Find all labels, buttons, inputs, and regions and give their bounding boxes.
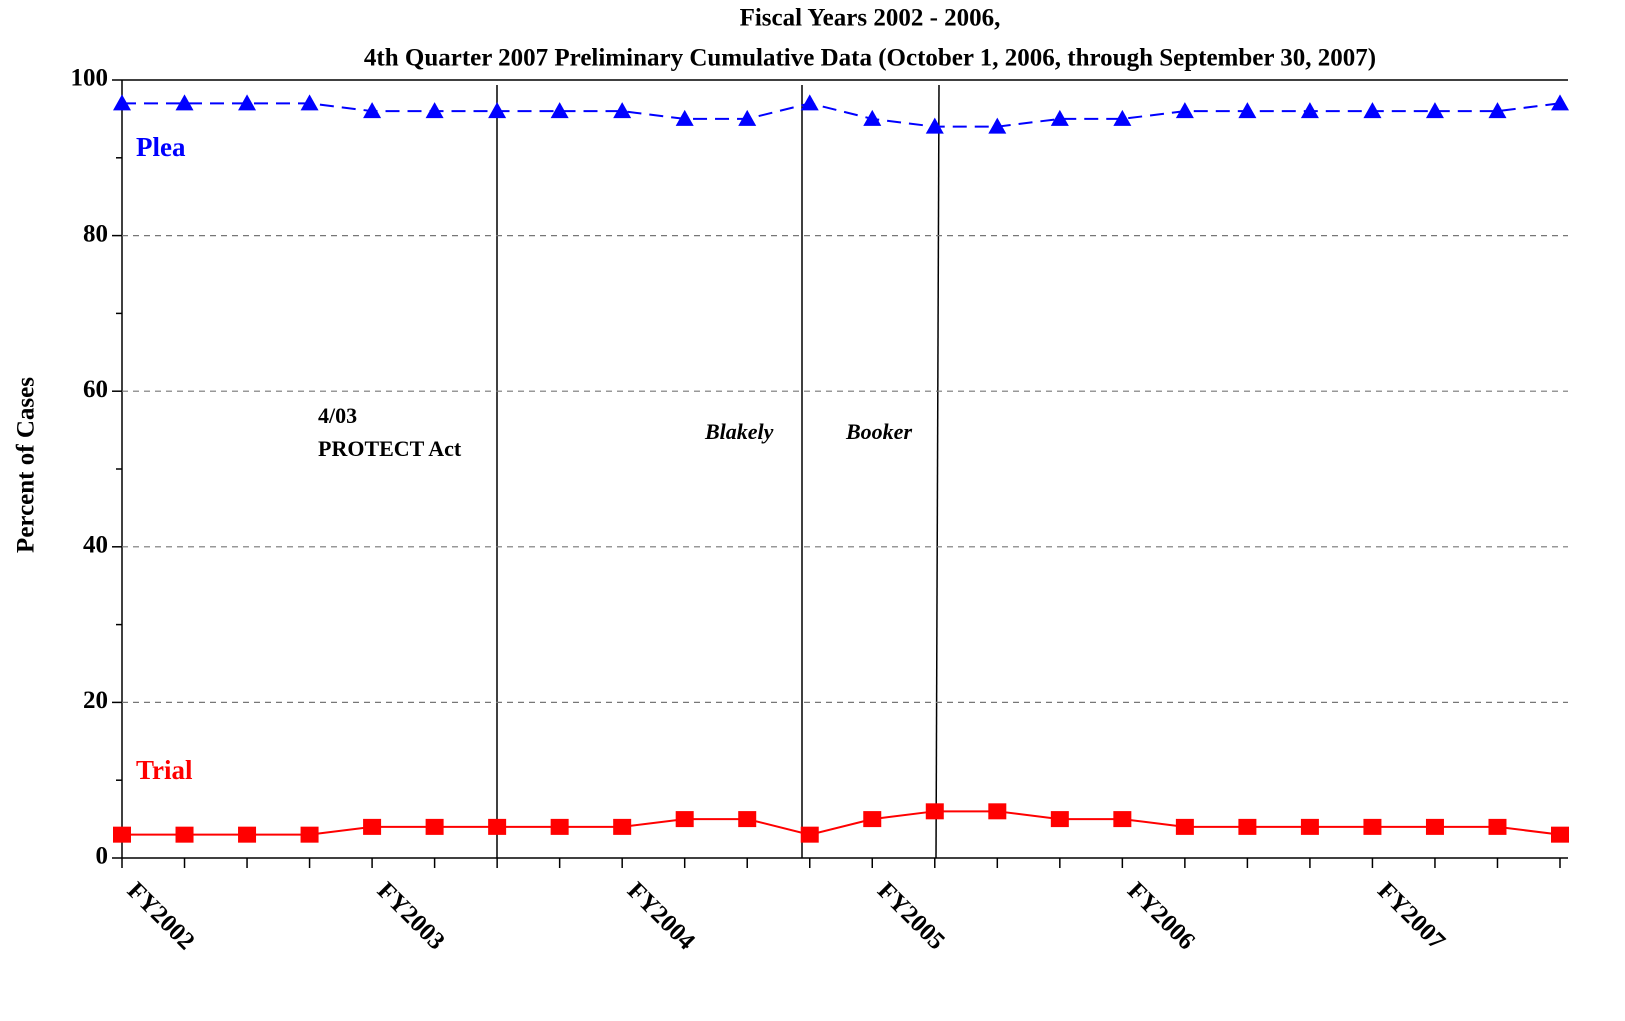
marker <box>800 826 819 843</box>
marker <box>738 811 757 828</box>
marker <box>1363 102 1382 119</box>
annotation: Blakely <box>704 419 774 444</box>
annotation: 4/03 <box>318 403 357 428</box>
marker <box>988 117 1007 134</box>
marker <box>1175 818 1194 835</box>
marker <box>300 94 319 111</box>
y-tick-label: 80 <box>83 220 108 247</box>
marker <box>613 102 632 119</box>
marker <box>1551 94 1569 111</box>
marker <box>1425 102 1444 119</box>
series-line <box>122 102 1561 128</box>
marker <box>1238 102 1257 119</box>
x-tick-label: FY2004 <box>622 877 700 955</box>
x-tick-label: FY2007 <box>1372 877 1450 955</box>
chart-title: Fiscal Years 2002 - 2006, <box>740 5 1001 32</box>
marker <box>925 803 944 820</box>
marker <box>113 826 131 843</box>
x-tick-label: FY2002 <box>122 877 200 955</box>
marker <box>425 102 444 119</box>
marker <box>1050 811 1069 828</box>
event-line <box>935 84 940 859</box>
series-line <box>122 810 1561 836</box>
y-tick-label: 20 <box>83 687 108 714</box>
marker <box>1050 109 1069 126</box>
marker <box>863 109 882 126</box>
x-tick-label: FY2006 <box>1122 877 1200 955</box>
marker <box>175 826 194 843</box>
marker <box>613 818 632 835</box>
marker <box>488 818 507 835</box>
marker <box>488 102 507 119</box>
marker <box>925 117 944 134</box>
y-tick-label: 100 <box>71 65 109 92</box>
marker <box>1488 818 1507 835</box>
marker <box>1488 102 1507 119</box>
marker <box>800 94 819 111</box>
y-axis-label: Percent of Cases <box>13 377 40 553</box>
marker <box>363 818 382 835</box>
marker <box>1113 109 1132 126</box>
marker <box>1425 818 1444 835</box>
marker <box>1300 818 1319 835</box>
marker <box>238 94 257 111</box>
y-tick-label: 60 <box>83 376 108 403</box>
annotation: Booker <box>845 419 912 444</box>
marker <box>675 811 694 828</box>
marker <box>1175 102 1194 119</box>
marker <box>238 826 257 843</box>
marker <box>1113 811 1132 828</box>
marker <box>425 818 444 835</box>
y-tick-label: 0 <box>96 843 109 870</box>
marker <box>738 109 757 126</box>
x-tick-label: FY2003 <box>372 877 450 955</box>
marker <box>1238 818 1257 835</box>
y-tick-label: 40 <box>83 532 108 559</box>
series-label: Trial <box>136 755 193 785</box>
marker <box>300 826 319 843</box>
marker <box>675 109 694 126</box>
marker <box>1300 102 1319 119</box>
marker <box>1363 818 1382 835</box>
x-tick-label: FY2005 <box>872 877 950 955</box>
chart-subtitle: 4th Quarter 2007 Preliminary Cumulative … <box>364 45 1376 72</box>
annotation: PROTECT Act <box>318 436 462 461</box>
marker <box>363 102 382 119</box>
marker <box>113 94 131 111</box>
marker <box>550 102 569 119</box>
marker <box>175 94 194 111</box>
marker <box>863 811 882 828</box>
marker <box>1551 826 1569 843</box>
series-label: Plea <box>136 132 186 162</box>
marker <box>988 803 1007 820</box>
marker <box>550 818 569 835</box>
